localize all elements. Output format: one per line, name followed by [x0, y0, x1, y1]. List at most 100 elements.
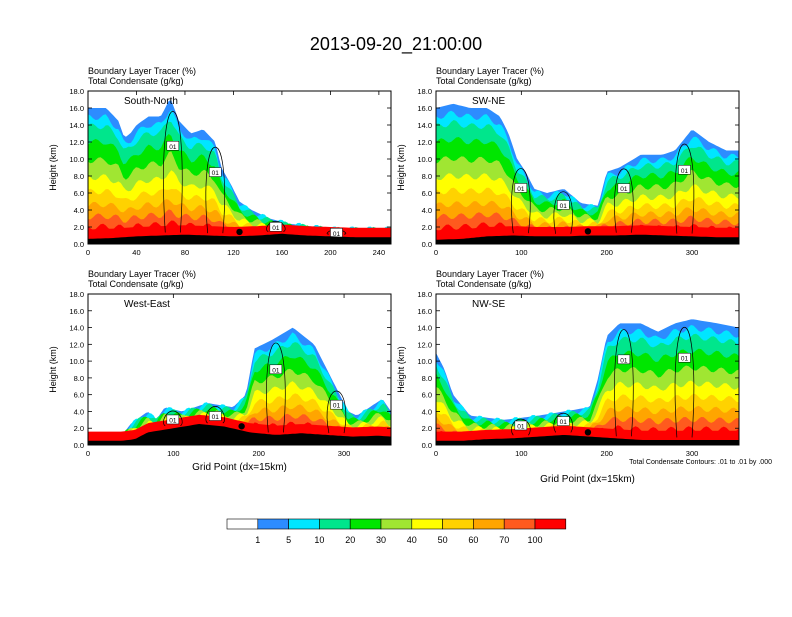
contour-label-box — [269, 222, 283, 232]
y-tick-label: 18.0 — [69, 87, 84, 96]
contour-label-box — [166, 414, 180, 425]
colorbar-label: 10 — [314, 535, 324, 545]
panel-header-tracer: Boundary Layer Tracer (%) — [436, 269, 544, 279]
y-tick-label: 4.0 — [422, 407, 432, 416]
colorbar-swatch — [257, 518, 289, 530]
terrain — [436, 234, 739, 244]
colorbar-label: 50 — [438, 535, 448, 545]
contour-label-box — [166, 141, 180, 151]
location-marker — [584, 228, 592, 235]
y-tick-label: 2.0 — [74, 223, 84, 232]
colorbar-label: 1 — [255, 535, 260, 545]
x-tick-label: 100 — [515, 449, 528, 458]
y-tick-label: 14.0 — [69, 324, 84, 333]
y-tick-label: 16.0 — [69, 307, 84, 316]
y-tick-label: 6.0 — [74, 189, 84, 198]
panel-header-tracer: Boundary Layer Tracer (%) — [436, 66, 544, 76]
panel-title: SW-NE — [472, 96, 505, 107]
colorbar-swatch — [411, 518, 443, 530]
x-tick-label: 160 — [276, 248, 289, 257]
y-tick-label: 2.0 — [422, 424, 432, 433]
x-tick-label: 0 — [434, 449, 438, 458]
panel-title: South-North — [124, 96, 178, 107]
colorbar-swatch — [534, 518, 567, 530]
x-tick-label: 200 — [600, 248, 613, 257]
x-tick-label: 0 — [86, 248, 90, 257]
y-tick-label: 6.0 — [74, 391, 84, 400]
x-tick-label: 200 — [600, 449, 613, 458]
colorbar-swatch — [442, 518, 474, 530]
x-axis-label: Grid Point (dx=15km) — [192, 462, 287, 473]
panel-header-condensate: Total Condensate (g/kg) — [88, 76, 184, 86]
y-tick-label: 4.0 — [74, 206, 84, 215]
colorbar: 1 5 10 20 30 40 50 60 70 100 — [226, 518, 567, 545]
contour-label-box — [209, 411, 222, 421]
location-marker — [236, 228, 243, 236]
contour-label-box — [678, 352, 691, 363]
panel-header-condensate: Total Condensate (g/kg) — [436, 279, 532, 289]
x-tick-label: 80 — [181, 248, 189, 257]
y-tick-label: 4.0 — [74, 407, 84, 416]
contour-note: Total Condensate Contours: .01 to .01 by… — [629, 459, 772, 466]
x-tick-label: 100 — [167, 449, 180, 458]
y-tick-label: 6.0 — [422, 391, 432, 400]
panel-1: Boundary Layer Tracer (%)Total Condensat… — [48, 66, 392, 257]
x-tick-label: 0 — [86, 449, 90, 458]
panel-header-tracer: Boundary Layer Tracer (%) — [88, 66, 196, 76]
contour-label: 01 — [560, 419, 568, 426]
panel-title: West-East — [124, 299, 170, 310]
colorbar-label: 60 — [468, 535, 478, 545]
y-tick-label: 2.0 — [422, 223, 432, 232]
colorbar-swatch — [380, 518, 413, 530]
plot-frame — [87, 293, 392, 446]
contour-label: 01 — [620, 357, 628, 364]
colorbar-label: 70 — [499, 535, 509, 545]
location-marker — [238, 423, 245, 430]
y-tick-label: 16.0 — [417, 104, 432, 113]
y-tick-label: 10.0 — [69, 357, 84, 366]
contour-label-box — [209, 167, 222, 177]
colorbar-swatch — [288, 518, 320, 530]
contour-label: 01 — [517, 423, 525, 430]
y-axis-label: Height (km) — [48, 144, 58, 191]
y-tick-label: 8.0 — [422, 172, 432, 181]
y-axis-label: Height (km) — [396, 346, 406, 393]
y-axis-label: Height (km) — [396, 144, 406, 191]
condensate-contour — [326, 390, 347, 434]
colorbar-swatch — [503, 518, 536, 530]
panel-header-condensate: Total Condensate (g/kg) — [436, 76, 532, 86]
terrain — [436, 435, 739, 445]
condensate-contour — [266, 342, 286, 433]
terrain — [88, 424, 391, 445]
y-axis-label: Height (km) — [48, 346, 58, 393]
condensate-contour — [511, 168, 531, 234]
contour-label: 01 — [272, 367, 280, 374]
y-tick-label: 0.0 — [74, 240, 84, 249]
x-tick-label: 300 — [686, 248, 699, 257]
panel-title: NW-SE — [472, 299, 505, 310]
colorbar-swatch — [349, 518, 382, 530]
tracer-field: 01 01 01 01 — [88, 327, 391, 445]
colorbar-label: 5 — [286, 535, 291, 545]
condensate-contour — [205, 146, 225, 234]
contour-label: 01 — [212, 170, 220, 177]
contour-label-box — [617, 354, 631, 365]
condensate-contour — [674, 326, 695, 438]
y-tick-label: 14.0 — [417, 324, 432, 333]
y-tick-label: 8.0 — [74, 374, 84, 383]
tracer-field: 01 01 01 01 — [436, 319, 739, 445]
terrain — [88, 233, 391, 244]
panel-header-tracer: Boundary Layer Tracer (%) — [88, 269, 196, 279]
y-tick-label: 12.0 — [69, 138, 84, 147]
contour-label: 01 — [169, 144, 177, 151]
y-tick-label: 14.0 — [417, 121, 432, 130]
x-tick-label: 200 — [252, 449, 265, 458]
panel-2: Boundary Layer Tracer (%)Total Condensat… — [396, 66, 740, 257]
contour-label: 01 — [333, 403, 341, 410]
page-title: 2013-09-20_21:00:00 — [310, 34, 482, 55]
contour-label-box — [514, 183, 528, 193]
y-tick-label: 12.0 — [417, 340, 432, 349]
x-tick-label: 120 — [227, 248, 240, 257]
y-tick-label: 18.0 — [69, 290, 84, 299]
